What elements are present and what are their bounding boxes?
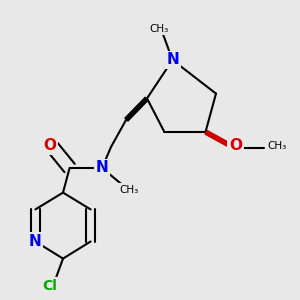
Text: Cl: Cl (42, 279, 57, 293)
Text: CH₃: CH₃ (149, 23, 169, 34)
Text: N: N (96, 160, 108, 175)
Text: N: N (29, 234, 42, 249)
Text: CH₃: CH₃ (267, 141, 286, 151)
Text: O: O (43, 138, 56, 153)
Text: O: O (229, 138, 242, 153)
Text: N: N (166, 52, 179, 68)
Text: CH₃: CH₃ (119, 184, 139, 195)
